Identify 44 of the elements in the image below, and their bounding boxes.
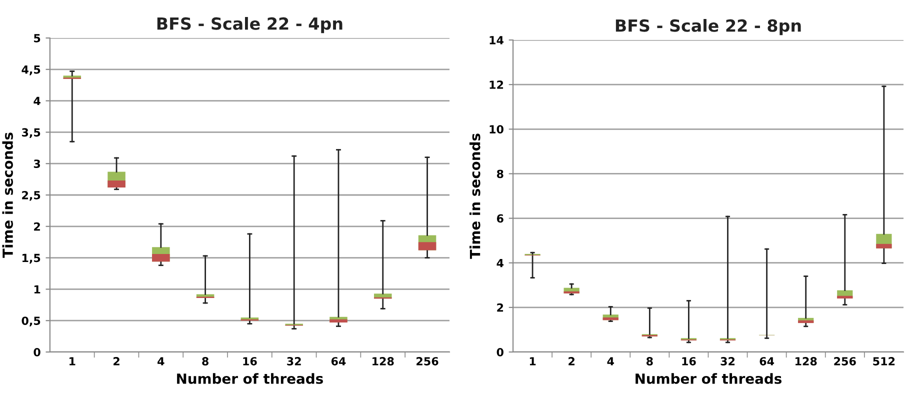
y-tick-label: 0,5 [22,316,40,326]
y-tick-label: 10 [490,125,504,134]
x-tick-label: 8 [646,357,653,366]
x-axis-title: Number of threads [636,373,782,384]
y-tick-label: 4,5 [22,66,40,76]
x-tick-label: 128 [372,357,394,366]
y-tick-label: 0 [34,348,40,356]
y-tick-label: 2,5 [22,190,40,201]
y-tick-label: 14 [490,36,504,44]
x-tick-label: 256 [834,357,856,366]
x-tick-label: 2 [568,357,574,366]
y-tick-label: 2 [497,303,504,312]
y-tick-label: 6 [496,214,504,223]
x-tick-label: 128 [796,357,817,366]
x-tick-label: 1 [70,357,76,366]
y-axis-title: Time in seconds [470,134,480,259]
y-axis-title: Time in seconds [2,132,13,258]
x-tick-label: 32 [720,357,735,366]
x-tick-label: 1 [530,357,536,366]
x-tick-label: 64 [331,357,346,366]
chart-title: BFS - Scale 22 - 4pn [157,17,342,34]
x-tick-label: 2 [114,357,120,366]
y-tick-label: 5 [34,34,40,42]
y-tick-label: 2 [34,222,40,231]
x-tick-label: 4 [607,357,614,366]
y-tick-label: 4 [496,258,504,268]
y-tick-label: 4 [34,96,40,106]
x-tick-label: 16 [243,357,257,366]
x-axis-title: Number of threads [177,373,323,384]
y-tick-label: 8 [496,170,504,178]
y-tick-label: 3,5 [22,128,40,138]
y-tick-label: 1,5 [22,254,40,264]
x-tick-label: 256 [416,357,438,366]
x-tick-label: 16 [682,357,696,366]
x-tick-label: 64 [760,357,774,366]
y-tick-label: 0 [496,348,504,356]
x-tick-label: 32 [287,357,301,366]
chart-title: BFS - Scale 22 - 8pn [616,19,801,36]
x-tick-label: 512 [873,357,895,366]
x-tick-label: 4 [158,357,164,366]
y-tick-label: 1 [34,285,40,294]
y-tick-label: 12 [490,80,504,89]
y-tick-label: 3 [34,160,40,168]
x-tick-label: 8 [202,357,208,366]
